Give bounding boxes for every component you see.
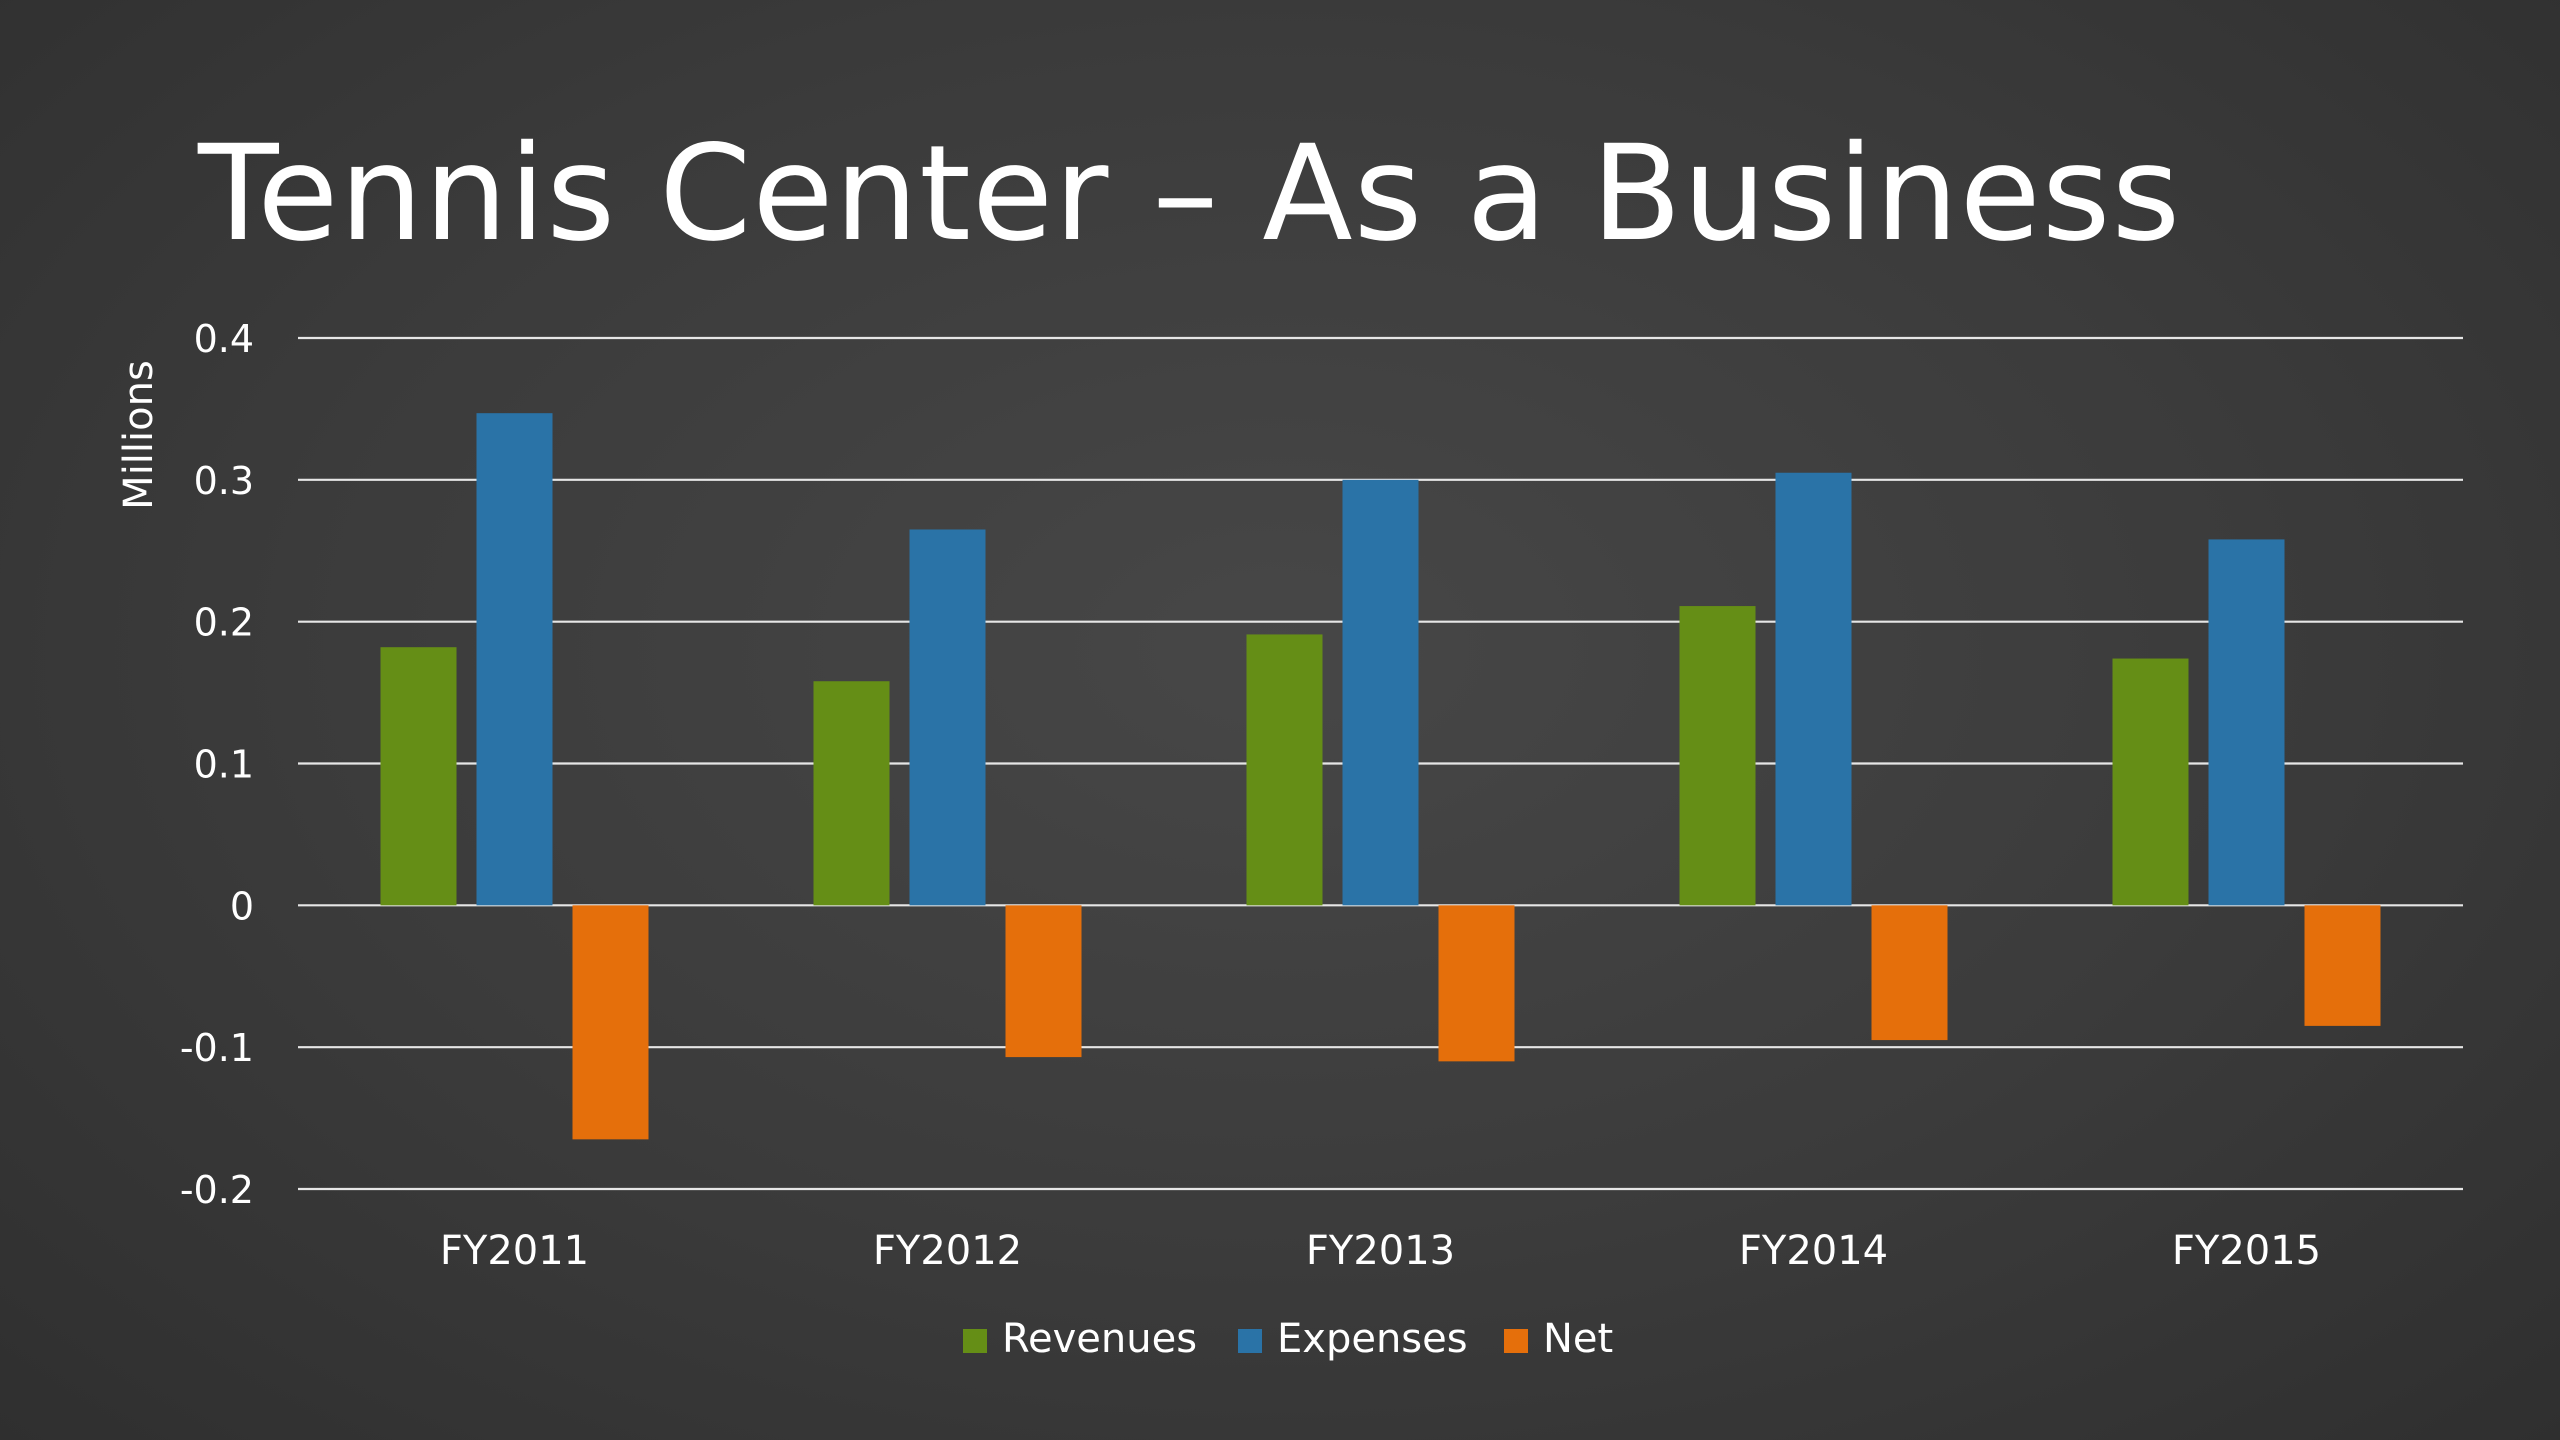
bars <box>380 413 2381 1140</box>
bar-net-fy2015 <box>2304 905 2381 1026</box>
y-tick-label: 0.4 <box>194 317 254 361</box>
x-category-label: FY2013 <box>1306 1228 1455 1274</box>
y-axis-title: Millions <box>116 360 162 510</box>
y-axis-tick-labels: 0.4 0.3 0.2 0.1 0 -0.1 -0.2 <box>180 317 254 1212</box>
x-category-label: FY2012 <box>873 1228 1022 1274</box>
bar-revenues-fy2015 <box>2112 658 2189 906</box>
x-category-label: FY2014 <box>1739 1228 1888 1274</box>
x-category-label: FY2015 <box>2172 1228 2321 1274</box>
legend: Revenues Expenses Net <box>963 1316 1613 1362</box>
legend-swatch-net <box>1504 1329 1528 1353</box>
bar-net-fy2012 <box>1005 905 1082 1058</box>
bar-net-fy2011 <box>572 905 649 1140</box>
bar-revenues-fy2012 <box>813 681 890 906</box>
slide-title: Tennis Center – As a Business <box>198 117 2182 271</box>
bar-expenses-fy2012 <box>909 529 986 906</box>
legend-swatch-revenues <box>963 1329 987 1353</box>
bar-expenses-fy2013 <box>1342 479 1419 906</box>
legend-label-revenues: Revenues <box>1002 1316 1197 1362</box>
bar-expenses-fy2011 <box>476 413 553 906</box>
x-category-label: FY2011 <box>440 1228 589 1274</box>
legend-swatch-expenses <box>1238 1329 1262 1353</box>
bar-expenses-fy2014 <box>1775 472 1852 906</box>
y-tick-label: 0.2 <box>194 601 254 645</box>
y-tick-label: 0.3 <box>194 459 254 503</box>
y-tick-label: 0.1 <box>194 743 254 787</box>
bar-net-fy2013 <box>1438 905 1515 1062</box>
x-axis-category-labels: FY2011 FY2012 FY2013 FY2014 FY2015 <box>440 1228 2321 1274</box>
bar-revenues-fy2013 <box>1246 634 1323 906</box>
legend-label-net: Net <box>1543 1316 1613 1362</box>
y-tick-label: -0.2 <box>180 1168 254 1212</box>
bar-revenues-fy2011 <box>380 647 457 906</box>
legend-label-expenses: Expenses <box>1277 1316 1468 1362</box>
y-tick-label: 0 <box>230 884 254 928</box>
y-tick-label: -0.1 <box>180 1026 254 1070</box>
bar-expenses-fy2015 <box>2208 539 2285 906</box>
bar-net-fy2014 <box>1871 905 1948 1041</box>
bar-revenues-fy2014 <box>1679 606 1756 906</box>
